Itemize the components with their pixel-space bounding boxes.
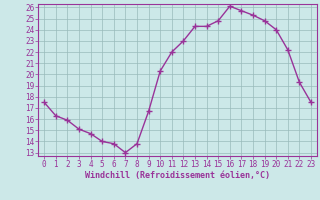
X-axis label: Windchill (Refroidissement éolien,°C): Windchill (Refroidissement éolien,°C): [85, 171, 270, 180]
